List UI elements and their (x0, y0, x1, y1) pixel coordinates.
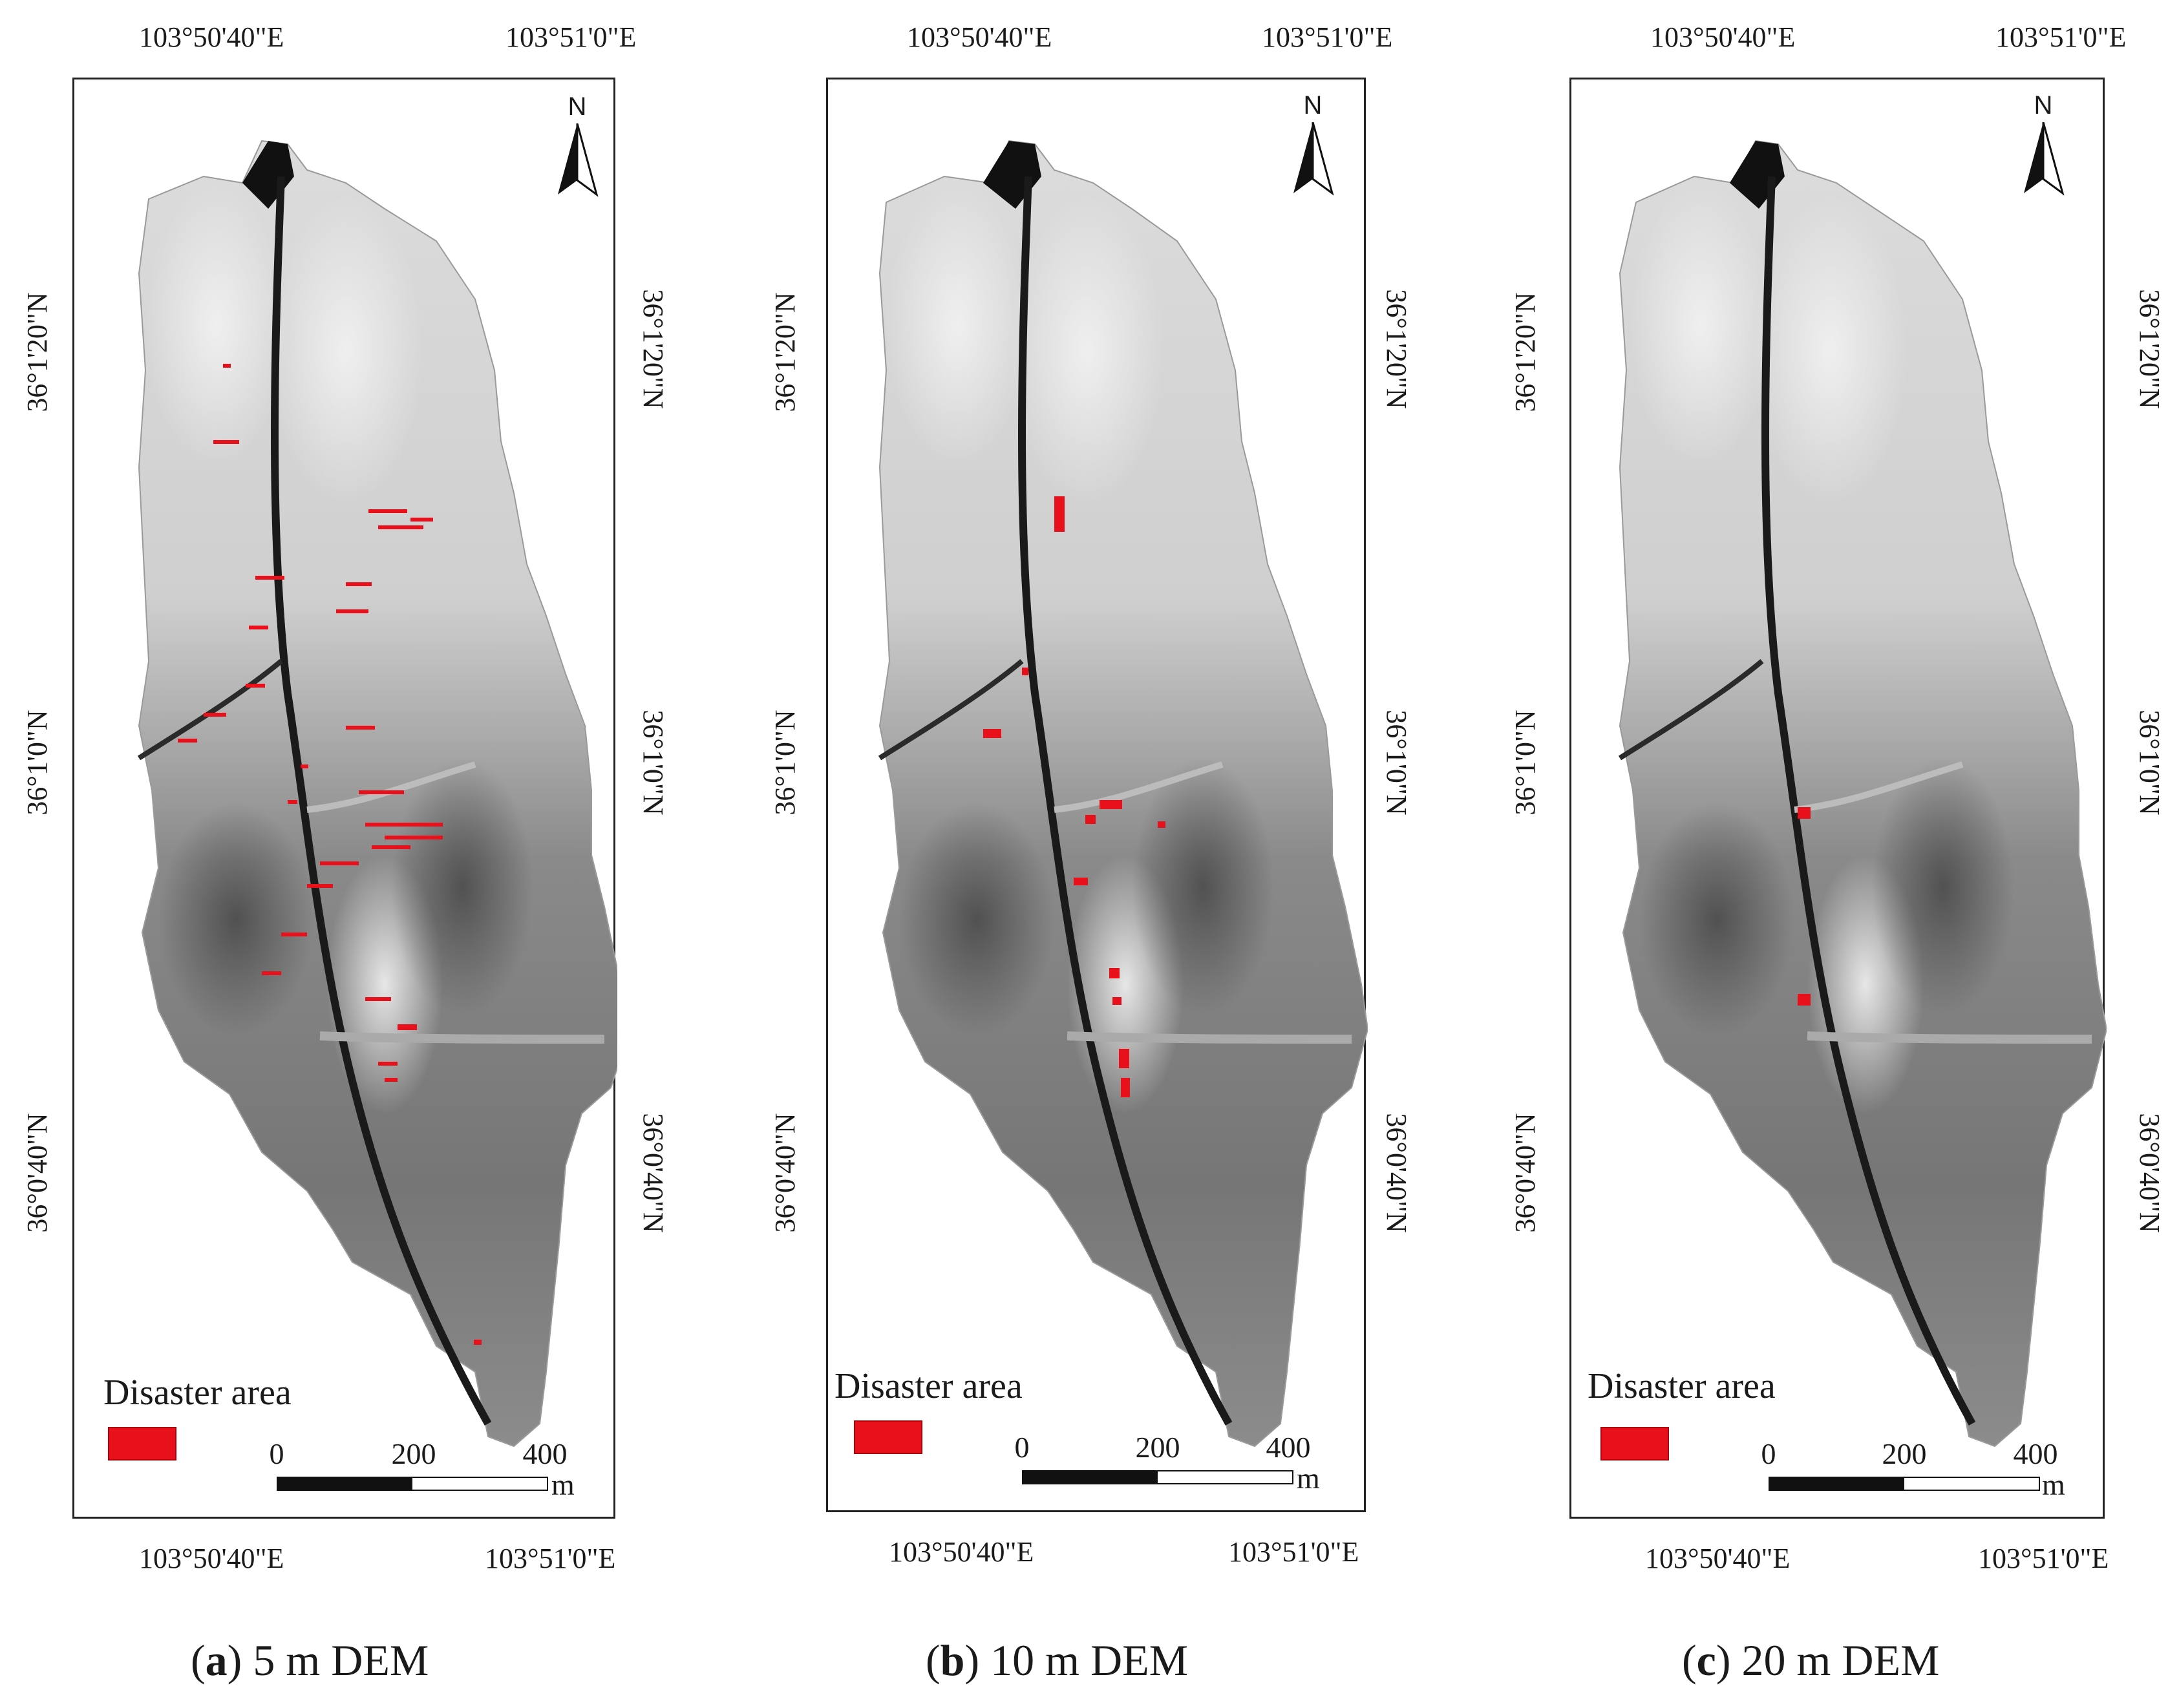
left-lat-label-2: 36°1'0"N (769, 710, 801, 816)
bottom-lon-label-1: 103°50'40"E (139, 1543, 284, 1574)
right-lat-label-1: 36°1'20"N (637, 289, 669, 409)
caption: (b) 10 m DEM (926, 1636, 1189, 1685)
left-lat-label-1: 36°1'20"N (21, 292, 53, 412)
terrain-map (137, 140, 617, 1448)
scale-label-200: 200 (1135, 1431, 1180, 1464)
bottom-lon-label-1: 103°50'40"E (1645, 1543, 1791, 1574)
scale-label-400: 400 (1266, 1431, 1311, 1464)
right-lat-label-3: 36°0'40"N (1381, 1113, 1412, 1233)
legend-title: Disaster area (1588, 1366, 1776, 1406)
bottom-lon-label-2: 103°51'0"E (1228, 1536, 1359, 1568)
right-lat-label-1: 36°1'20"N (1381, 289, 1412, 409)
north-arrow-icon (2024, 122, 2065, 196)
top-lon-label-1: 103°50'40"E (139, 21, 284, 53)
disaster-markers (983, 496, 1165, 1097)
left-lat-label-1: 36°1'20"N (1509, 292, 1541, 412)
legend-title: Disaster area (103, 1373, 292, 1413)
caption: (c) 20 m DEM (1682, 1636, 1940, 1685)
right-lat-label-3: 36°0'40"N (2134, 1113, 2165, 1233)
terrain-map (878, 140, 1368, 1448)
scale-label-0: 0 (1014, 1431, 1030, 1464)
scale-label-200: 200 (1882, 1437, 1927, 1470)
legend-title: Disaster area (834, 1366, 1023, 1406)
map-frame: N Disaster area 0 200 400 m (826, 78, 1368, 1512)
right-lat-label-2: 36°1'0"N (2134, 710, 2165, 816)
caption: (a) 5 m DEM (191, 1636, 429, 1685)
panel-b: 103°50'40"E 103°51'0"E 36°1'20"N 36°1'0"… (737, 0, 1480, 1708)
scale-bar (1022, 1470, 1293, 1484)
legend-swatch (1600, 1427, 1669, 1460)
left-lat-label-3: 36°0'40"N (21, 1113, 53, 1233)
caption-text: 20 m DEM (1730, 1636, 1940, 1685)
scale-label-200: 200 (391, 1437, 436, 1470)
right-lat-label-1: 36°1'20"N (2134, 289, 2165, 409)
disaster-markers (178, 364, 482, 1345)
left-lat-label-3: 36°0'40"N (1509, 1113, 1541, 1233)
left-lat-label-2: 36°1'0"N (1509, 710, 1541, 816)
panel-a: 103°50'40"E 103°51'0"E 36°1'20"N 36°1'0"… (0, 0, 737, 1708)
legend-swatch (108, 1427, 176, 1460)
top-lon-label-2: 103°51'0"E (505, 21, 637, 53)
caption-letter: a (205, 1636, 228, 1685)
scale-unit: m (2042, 1468, 2065, 1501)
scale-label-0: 0 (269, 1437, 284, 1470)
map-frame: N Disaster area 0 200 400 m (72, 78, 617, 1519)
caption-text: 10 m DEM (979, 1636, 1189, 1685)
left-lat-label-3: 36°0'40"N (769, 1113, 801, 1233)
north-label: N (2034, 91, 2053, 120)
top-lon-label-2: 103°51'0"E (1995, 21, 2127, 53)
bottom-lon-label-2: 103°51'0"E (1978, 1543, 2109, 1574)
bottom-lon-label-2: 103°51'0"E (485, 1543, 616, 1574)
north-label: N (568, 92, 587, 121)
caption-letter: c (1696, 1636, 1716, 1685)
caption-text: 5 m DEM (242, 1636, 429, 1685)
right-lat-label-2: 36°1'0"N (1381, 710, 1412, 816)
right-lat-label-3: 36°0'40"N (637, 1113, 669, 1233)
north-arrow-icon (558, 123, 599, 197)
terrain-map (1618, 140, 2107, 1448)
scale-label-400: 400 (2013, 1437, 2058, 1470)
scale-unit: m (551, 1468, 575, 1501)
north-label: N (1303, 91, 1323, 120)
left-lat-label-1: 36°1'20"N (769, 292, 801, 412)
top-lon-label-2: 103°51'0"E (1262, 21, 1393, 53)
disaster-markers (1798, 807, 1811, 1006)
north-arrow-icon (1293, 122, 1334, 196)
panel-c: 103°50'40"E 103°51'0"E 36°1'20"N 36°1'0"… (1480, 0, 2179, 1708)
right-lat-label-2: 36°1'0"N (637, 710, 669, 816)
scale-bar (277, 1477, 548, 1491)
scale-unit: m (1297, 1462, 1320, 1495)
legend-swatch (854, 1420, 922, 1454)
scale-label-0: 0 (1761, 1437, 1776, 1470)
caption-letter: b (940, 1636, 965, 1685)
top-lon-label-1: 103°50'40"E (1650, 21, 1796, 53)
scale-label-400: 400 (522, 1437, 568, 1470)
scale-bar (1769, 1477, 2040, 1491)
top-lon-label-1: 103°50'40"E (907, 21, 1052, 53)
bottom-lon-label-1: 103°50'40"E (889, 1536, 1034, 1568)
left-lat-label-2: 36°1'0"N (21, 710, 53, 816)
map-frame: N Disaster area 0 200 400 m (1569, 78, 2107, 1519)
